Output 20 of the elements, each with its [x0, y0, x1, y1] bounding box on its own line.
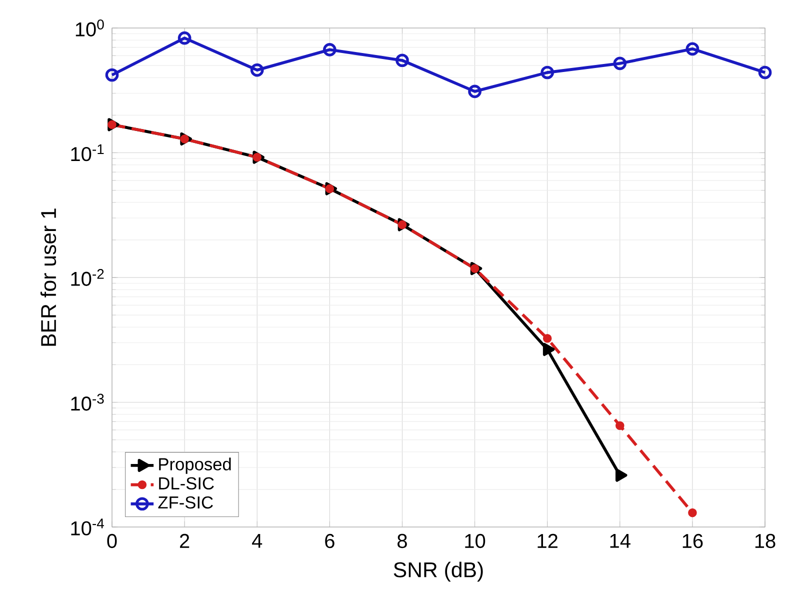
x-tick-label: 18 [755, 534, 776, 548]
y-tick-label: 10$^{-3}$ [71, 394, 104, 411]
x-tick-label: 2 [180, 534, 190, 548]
x-tick-label: 14 [610, 534, 630, 548]
legend-label: Proposed [159, 458, 231, 474]
y-tick-label: 10$^{0}$ [76, 20, 104, 36]
x-tick-label: 8 [398, 534, 407, 548]
x-tick-label: 12 [538, 534, 558, 548]
legend-label: DL-SIC [159, 477, 214, 490]
y-axis-title: BER for user 1 [40, 208, 56, 346]
x-tick-label: 0 [107, 534, 117, 548]
x-tick-label: 16 [682, 534, 703, 548]
x-axis-title: SNR (dB) [394, 562, 483, 582]
x-tick-label: 4 [252, 534, 262, 548]
y-tick-label: 10$^{-1}$ [71, 144, 104, 162]
legend-label: ZF-SIC [158, 496, 213, 509]
y-tick-label: 10$^{-2}$ [71, 269, 104, 286]
x-tick-label: 6 [325, 534, 334, 548]
y-tick-label: 10$^{-4}$ [71, 518, 104, 536]
x-tick-label: 10 [465, 534, 486, 548]
